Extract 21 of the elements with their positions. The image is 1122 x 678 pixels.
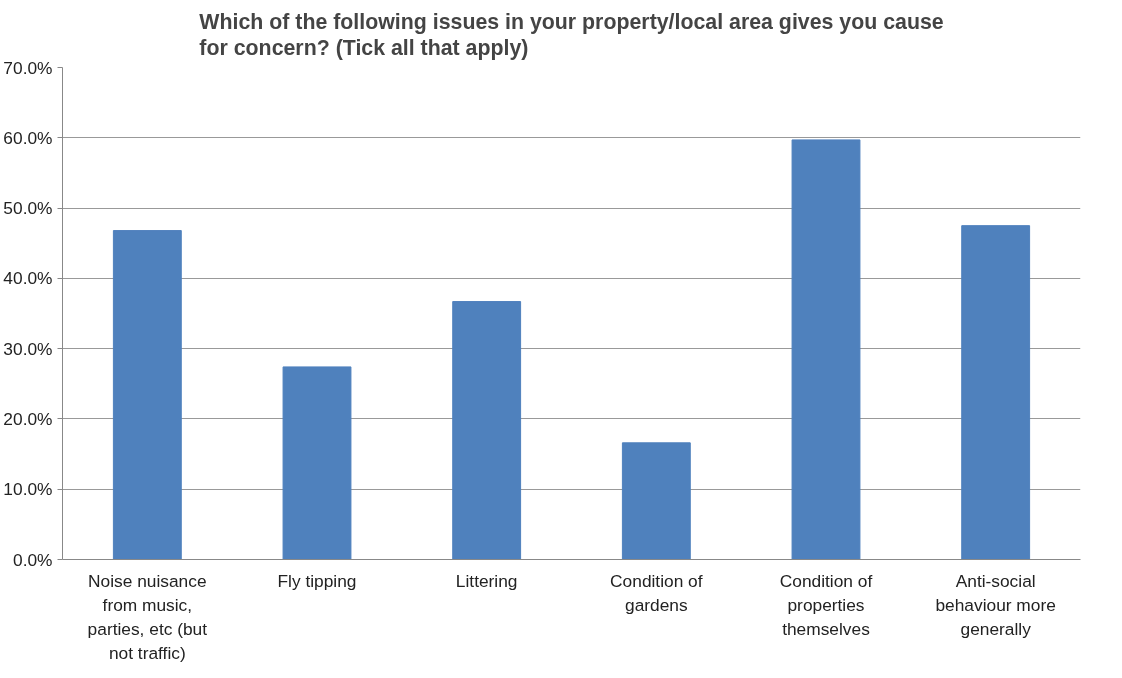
bar — [282, 366, 352, 560]
y-tick-label: 60.0% — [3, 127, 53, 148]
bar — [452, 301, 522, 560]
y-tick-label: 10.0% — [3, 479, 53, 500]
x-tick-label: Anti-social behaviour more generally — [935, 570, 1056, 639]
y-tick-label: 40.0% — [3, 268, 53, 289]
chart-title: Which of the following issues in your property/local area gives you cause for concern? (Tick all that apply) — [199, 9, 944, 60]
x-tick-label: Fly tipping — [277, 570, 357, 591]
bar — [112, 230, 182, 560]
x-tick-label: Littering — [455, 570, 518, 591]
y-tick-label: 20.0% — [3, 408, 53, 429]
bar — [961, 225, 1031, 560]
y-tick-label: 70.0% — [3, 57, 53, 78]
bar — [791, 139, 861, 560]
y-tick-label: 50.0% — [3, 198, 53, 219]
x-tick-label: Noise nuisance from music, parties, etc (but not traffic) — [87, 570, 208, 663]
y-tick-label: 30.0% — [3, 338, 53, 359]
x-tick-label: Condition of properties themselves — [779, 570, 873, 639]
y-tick-label: 0.0% — [13, 549, 53, 570]
bar — [621, 442, 691, 560]
x-tick-label: Condition of gardens — [610, 570, 703, 615]
